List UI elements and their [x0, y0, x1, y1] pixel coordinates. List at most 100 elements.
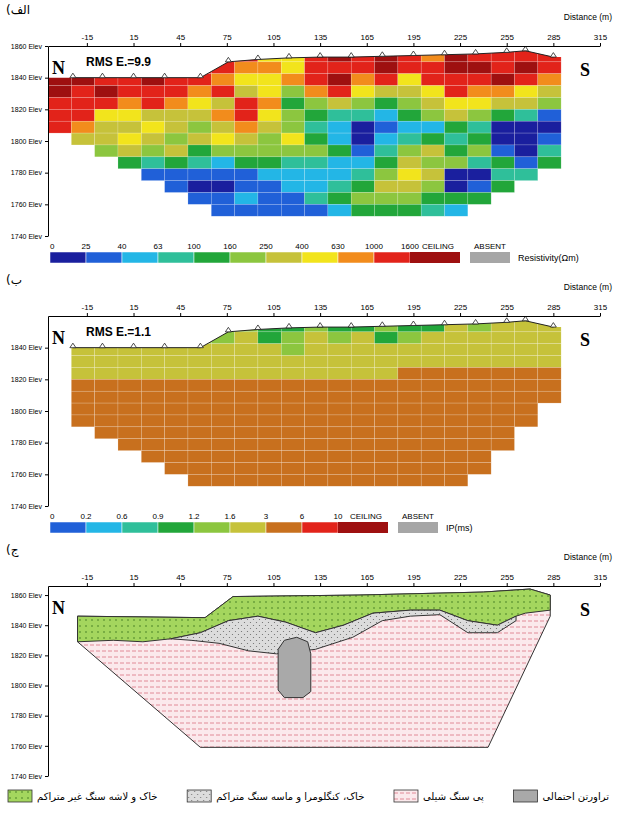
cell: [165, 427, 188, 439]
panel-label: ج): [6, 543, 19, 557]
cell: [538, 62, 561, 74]
cell: [188, 133, 211, 145]
cell: [305, 367, 328, 379]
cell: [281, 109, 304, 121]
cell: [375, 74, 398, 86]
colorbar-tick-label: 1.6: [224, 512, 236, 521]
cell: [351, 97, 374, 109]
cell: [538, 332, 561, 344]
cell: [421, 97, 444, 109]
cell: [538, 157, 561, 169]
cell: [165, 379, 188, 391]
x-tick-label: 75: [223, 573, 232, 582]
y-tick: 1780 Elev: [11, 169, 48, 176]
cell: [398, 403, 421, 415]
cell: [235, 109, 258, 121]
cell: [141, 97, 164, 109]
cell: [375, 391, 398, 403]
y-tick-mark: [45, 411, 48, 412]
topography: [70, 316, 556, 347]
legend-swatch: [8, 790, 32, 802]
cell: [375, 169, 398, 181]
cell: [165, 391, 188, 403]
x-tick-label: 15: [130, 33, 139, 42]
cell: [398, 474, 421, 486]
cell: [421, 204, 444, 216]
cell: [398, 145, 421, 157]
cell: [538, 97, 561, 109]
cell: [211, 192, 234, 204]
cell: [468, 462, 491, 474]
cell: [305, 109, 328, 121]
x-tick-mark: [367, 313, 368, 316]
cell: [71, 391, 94, 403]
cell: [235, 344, 258, 356]
x-tick-label: 135: [314, 33, 328, 42]
x-tick: 195: [407, 303, 421, 316]
cell: [95, 86, 118, 98]
x-tick-mark: [507, 43, 508, 46]
colorbar-swatch: [374, 252, 410, 263]
south-label: S: [580, 330, 590, 350]
cell: [235, 204, 258, 216]
cell: [351, 451, 374, 463]
x-axis: -15154575105135165195225255285315: [49, 303, 608, 317]
cell: [398, 367, 421, 379]
x-tick-mark: [227, 43, 228, 46]
colorbar-title: IP(ms): [446, 523, 473, 533]
colorbar-ceiling: [410, 252, 460, 263]
x-axis-line: [49, 316, 601, 317]
x-tick-mark: [553, 43, 554, 46]
cell: [305, 157, 328, 169]
cell: [468, 121, 491, 133]
x-tick-label: -15: [82, 573, 94, 582]
cell: [328, 121, 351, 133]
cell: [468, 50, 491, 62]
cell: [305, 181, 328, 193]
cell: [235, 451, 258, 463]
cell: [281, 451, 304, 463]
x-tick-label: 255: [501, 33, 515, 42]
cell: [351, 379, 374, 391]
x-tick: 255: [501, 303, 515, 316]
x-tick: 135: [314, 303, 328, 316]
y-tick: 1820 Elev: [11, 106, 48, 113]
cell: [328, 344, 351, 356]
electrode: [99, 343, 105, 348]
cell: [421, 145, 444, 157]
cell: [188, 97, 211, 109]
x-tick-label: 135: [314, 573, 328, 582]
x-tick-label: 165: [361, 303, 375, 312]
x-tick-mark: [553, 583, 554, 586]
cell: [514, 415, 537, 427]
cell: [118, 74, 141, 86]
cell: [445, 109, 468, 121]
cell: [514, 169, 537, 181]
cell: [258, 192, 281, 204]
cell: [468, 332, 491, 344]
cell: [468, 74, 491, 86]
cell: [351, 344, 374, 356]
cell: [468, 403, 491, 415]
cell: [328, 415, 351, 427]
y-tick-label: 1860 Elev: [11, 43, 43, 50]
cell: [398, 181, 421, 193]
cell: [421, 403, 444, 415]
cell: [328, 379, 351, 391]
cell: [445, 474, 468, 486]
cell: [258, 109, 281, 121]
cell: [375, 157, 398, 169]
cell: [445, 50, 468, 62]
cell: [305, 403, 328, 415]
cell: [305, 356, 328, 368]
x-tick-label: 225: [454, 573, 468, 582]
legend: خاک و لاشه سنگ غیر متراکمخاک، کنگلومرا و…: [8, 790, 609, 803]
cell: [165, 451, 188, 463]
cell: [281, 356, 304, 368]
y-tick-mark: [45, 236, 48, 237]
cell: [141, 403, 164, 415]
colorbar-swatch: [158, 522, 194, 533]
cell: [351, 74, 374, 86]
cell: [491, 367, 514, 379]
electrode: [225, 57, 231, 62]
